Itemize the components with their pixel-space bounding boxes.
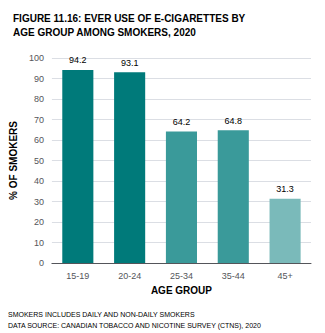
svg-text:90: 90 — [34, 74, 44, 84]
svg-text:70: 70 — [34, 115, 44, 125]
svg-text:94.2: 94.2 — [69, 55, 87, 65]
svg-text:15-19: 15-19 — [66, 271, 89, 281]
svg-text:FIGURE 11.16: EVER USE OF E-CI: FIGURE 11.16: EVER USE OF E-CIGARETTES B… — [13, 13, 246, 24]
svg-text:25-34: 25-34 — [170, 271, 193, 281]
svg-text:% OF SMOKERS: % OF SMOKERS — [8, 121, 19, 200]
svg-text:10: 10 — [34, 238, 44, 248]
svg-text:30: 30 — [34, 197, 44, 207]
svg-text:20: 20 — [34, 217, 44, 227]
svg-text:80: 80 — [34, 94, 44, 104]
svg-text:AGE GROUP AMONG SMOKERS, 2020: AGE GROUP AMONG SMOKERS, 2020 — [13, 27, 196, 38]
svg-text:40: 40 — [34, 176, 44, 186]
svg-text:DATA SOURCE: CANADIAN TOBACCO: DATA SOURCE: CANADIAN TOBACCO AND NICOTI… — [8, 322, 261, 330]
svg-text:64.8: 64.8 — [225, 116, 243, 126]
svg-text:45+: 45+ — [277, 271, 292, 281]
svg-text:SMOKERS INCLUDES DAILY AND NON: SMOKERS INCLUDES DAILY AND NON-DAILY SMO… — [8, 311, 195, 318]
svg-text:50: 50 — [34, 156, 44, 166]
svg-text:35-44: 35-44 — [222, 271, 245, 281]
svg-text:93.1: 93.1 — [121, 58, 139, 68]
svg-text:31.3: 31.3 — [276, 184, 294, 194]
svg-text:64.2: 64.2 — [173, 117, 191, 127]
svg-text:100: 100 — [29, 53, 44, 63]
svg-text:60: 60 — [34, 135, 44, 145]
svg-text:0: 0 — [39, 258, 44, 268]
svg-text:20-24: 20-24 — [118, 271, 141, 281]
svg-text:AGE GROUP: AGE GROUP — [151, 285, 212, 296]
